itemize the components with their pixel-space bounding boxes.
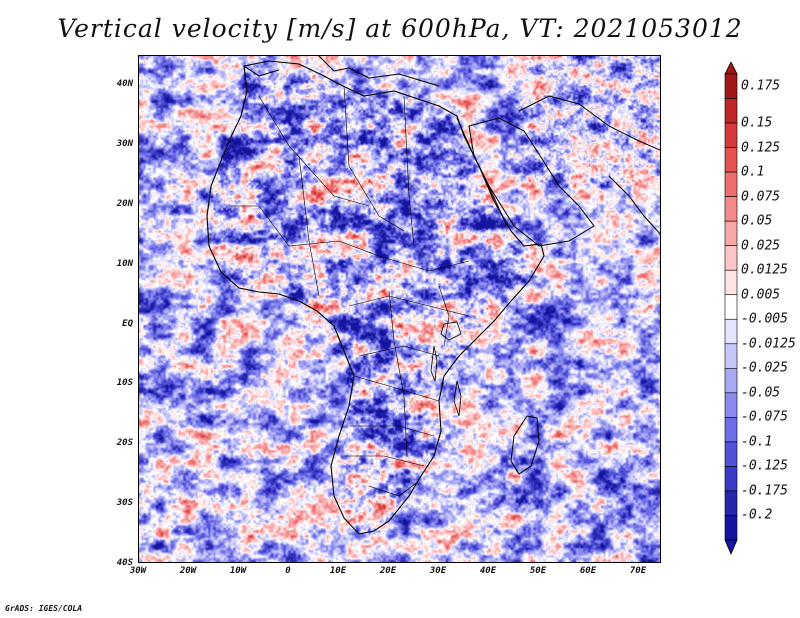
colorbar-label: 0.175 — [741, 78, 781, 94]
vertical-velocity-field — [139, 56, 660, 562]
lon-label-10w: 10W — [229, 566, 247, 576]
colorbar-label: 0.075 — [741, 189, 781, 205]
lon-label-20w: 20W — [179, 566, 197, 576]
lat-label-10s: 10S — [116, 378, 133, 388]
colorbar-swatch-17 — [724, 490, 738, 516]
lon-label-0: 0 — [285, 566, 291, 576]
lat-label-30n: 30N — [116, 139, 133, 149]
lat-label-40n: 40N — [116, 79, 133, 89]
colorbar-label: -0.05 — [741, 385, 781, 401]
grads-credit: GrADS: IGES/COLA — [5, 604, 83, 613]
colorbar-swatch-18 — [724, 515, 738, 541]
lon-label-30e: 30E — [429, 566, 447, 576]
lat-label-eq: EQ — [122, 319, 133, 329]
lat-label-10n: 10N — [116, 259, 133, 269]
colorbar — [724, 62, 738, 556]
lon-label-70e: 70E — [629, 566, 647, 576]
lake-malawi — [453, 380, 462, 417]
colorbar-swatch-2 — [724, 122, 738, 148]
colorbar-swatch-8 — [724, 269, 738, 296]
colorbar-label: -0.0125 — [741, 336, 796, 352]
arabia-coastline — [468, 117, 595, 247]
colorbar-swatch-13 — [724, 392, 738, 418]
colorbar-label: 0.15 — [741, 115, 773, 131]
country-borders — [229, 85, 470, 497]
lon-label-50e: 50E — [529, 566, 547, 576]
colorbar-label: -0.1 — [741, 434, 773, 450]
colorbar-label: -0.125 — [741, 458, 788, 474]
lon-label-10e: 10E — [329, 566, 347, 576]
colorbar-swatch-0 — [724, 73, 738, 99]
coastlines-and-borders — [206, 56, 660, 535]
colorbar-swatch-10 — [724, 318, 738, 345]
colorbar-swatch-5 — [724, 196, 738, 222]
lon-label-60e: 60E — [579, 566, 597, 576]
colorbar-swatch-4 — [724, 171, 738, 197]
colorbar-swatch-11 — [724, 343, 738, 369]
lon-label-30w: 30W — [129, 566, 147, 576]
colorbar-label: -0.075 — [741, 409, 788, 425]
colorbar-label: 0.0125 — [741, 262, 788, 278]
chart-title: Vertical velocity [m/s] at 600hPa, VT: 2… — [57, 14, 743, 43]
colorbar-swatch-16 — [724, 466, 738, 492]
colorbar-swatch-12 — [724, 368, 738, 394]
colorbar-bottom-arrow — [724, 539, 738, 556]
colorbar-swatch-6 — [724, 220, 738, 246]
lat-label-30s: 30S — [116, 498, 133, 508]
colorbar-label: -0.005 — [741, 311, 788, 327]
lon-label-40e: 40E — [479, 566, 497, 576]
colorbar-label: -0.025 — [741, 360, 788, 376]
colorbar-swatch-15 — [724, 441, 738, 467]
lon-label-20e: 20E — [379, 566, 397, 576]
colorbar-label: -0.2 — [741, 507, 773, 523]
lat-label-40s: 40S — [116, 558, 133, 568]
map-plot-area — [138, 55, 661, 563]
colorbar-label: -0.175 — [741, 483, 788, 499]
colorbar-label: 0.05 — [741, 213, 773, 229]
lat-label-20n: 20N — [116, 199, 133, 209]
colorbar-swatch-14 — [724, 417, 738, 443]
lat-label-20s: 20S — [116, 438, 133, 448]
colorbar-swatch-3 — [724, 147, 738, 173]
colorbar-swatch-9 — [724, 294, 738, 320]
lake-victoria — [440, 321, 462, 341]
colorbar-label: 0.1 — [741, 164, 765, 180]
colorbar-label: 0.005 — [741, 287, 781, 303]
colorbar-label: 0.025 — [741, 238, 781, 254]
lake-tanganyika — [430, 345, 438, 382]
red-sea-coastline — [456, 117, 508, 227]
europe-coastline — [243, 56, 440, 87]
colorbar-label: 0.125 — [741, 140, 781, 156]
colorbar-top-arrow — [724, 62, 738, 75]
colorbar-swatch-7 — [724, 245, 738, 271]
madagascar-coastline — [510, 415, 540, 475]
asia-coastline — [518, 95, 660, 235]
africa-coastline — [206, 60, 545, 535]
colorbar-swatch-1 — [724, 98, 738, 124]
